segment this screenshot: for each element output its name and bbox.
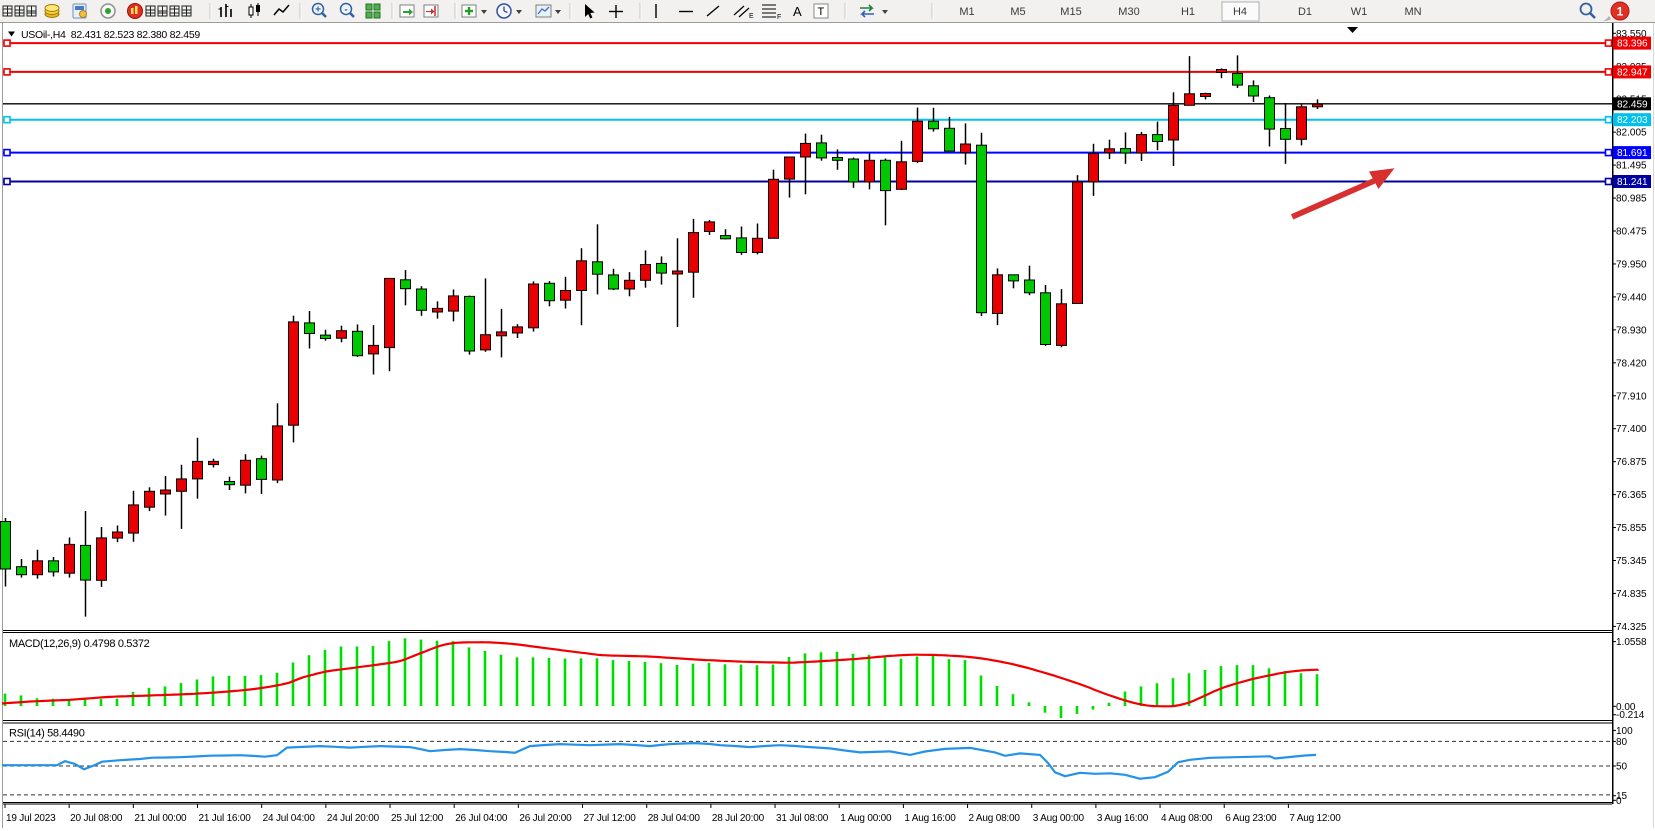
svg-text:83.550: 83.550 <box>1616 29 1647 40</box>
svg-text:H4: H4 <box>1233 6 1247 18</box>
svg-text:D1: D1 <box>1298 6 1312 18</box>
svg-text:77.400: 77.400 <box>1616 424 1647 435</box>
svg-text:28 Jul 04:00: 28 Jul 04:00 <box>648 813 701 824</box>
svg-text:21 Jul 16:00: 21 Jul 16:00 <box>199 813 252 824</box>
svg-text:3 Aug 16:00: 3 Aug 16:00 <box>1097 813 1149 824</box>
svg-text:1.0558: 1.0558 <box>1616 637 1647 648</box>
svg-text:76.365: 76.365 <box>1616 490 1647 501</box>
svg-text:20 Jul 08:00: 20 Jul 08:00 <box>70 813 123 824</box>
svg-text:W1: W1 <box>1351 6 1368 18</box>
svg-text:82.203: 82.203 <box>1617 115 1648 126</box>
svg-text:74.325: 74.325 <box>1616 622 1647 633</box>
svg-text:100: 100 <box>1616 726 1633 737</box>
svg-text:26 Jul 04:00: 26 Jul 04:00 <box>455 813 508 824</box>
svg-text:H1: H1 <box>1181 6 1195 18</box>
svg-text:31 Jul 08:00: 31 Jul 08:00 <box>776 813 829 824</box>
svg-text:7 Aug 12:00: 7 Aug 12:00 <box>1289 813 1341 824</box>
svg-text:75.345: 75.345 <box>1616 556 1647 567</box>
svg-text:-: - <box>344 5 347 16</box>
svg-text:24 Jul 04:00: 24 Jul 04:00 <box>263 813 316 824</box>
svg-text:-0.214: -0.214 <box>1616 710 1645 721</box>
svg-text:USOil-,H4 82.431 82.523 82.38: USOil-,H4 82.431 82.523 82.380 82.459 <box>21 29 200 41</box>
svg-text:81.495: 81.495 <box>1616 161 1647 172</box>
svg-text:80.985: 80.985 <box>1616 194 1647 205</box>
svg-text:+: + <box>315 5 321 16</box>
svg-text:81.241: 81.241 <box>1617 177 1648 188</box>
svg-text:79.950: 79.950 <box>1616 259 1647 270</box>
svg-text:19 Jul 2023: 19 Jul 2023 <box>6 813 56 824</box>
svg-text:21 Jul 00:00: 21 Jul 00:00 <box>134 813 187 824</box>
svg-text:75.855: 75.855 <box>1616 523 1647 534</box>
svg-text:F: F <box>777 14 781 21</box>
svg-text:77.910: 77.910 <box>1616 391 1647 402</box>
svg-text:1 Aug 00:00: 1 Aug 00:00 <box>840 813 892 824</box>
svg-text:M30: M30 <box>1118 6 1139 18</box>
svg-text:0.00: 0.00 <box>1616 702 1636 713</box>
svg-text:3 Aug 00:00: 3 Aug 00:00 <box>1033 813 1085 824</box>
svg-text:76.875: 76.875 <box>1616 457 1647 468</box>
svg-text:MN: MN <box>1404 6 1421 18</box>
svg-text:79.440: 79.440 <box>1616 292 1647 303</box>
svg-text:26 Jul 20:00: 26 Jul 20:00 <box>519 813 572 824</box>
svg-text:80.475: 80.475 <box>1616 227 1647 238</box>
svg-text:27 Jul 12:00: 27 Jul 12:00 <box>584 813 637 824</box>
svg-text:MACD(12,26,9) 0.4798 0.5372: MACD(12,26,9) 0.4798 0.5372 <box>9 638 150 650</box>
svg-text:82.947: 82.947 <box>1617 67 1648 78</box>
svg-text:A: A <box>793 4 802 19</box>
svg-text:1: 1 <box>1617 5 1624 19</box>
svg-text:M1: M1 <box>959 6 974 18</box>
svg-text:6 Aug 23:00: 6 Aug 23:00 <box>1225 813 1277 824</box>
svg-text:0: 0 <box>1616 796 1622 807</box>
svg-text:M5: M5 <box>1010 6 1025 18</box>
svg-text:82.005: 82.005 <box>1616 128 1647 139</box>
svg-text:1 Aug 16:00: 1 Aug 16:00 <box>904 813 956 824</box>
svg-text:T: T <box>818 6 825 18</box>
svg-text:24 Jul 20:00: 24 Jul 20:00 <box>327 813 380 824</box>
svg-text:82.459: 82.459 <box>1617 99 1648 110</box>
svg-text:RSI(14) 58.4490: RSI(14) 58.4490 <box>9 728 85 740</box>
svg-text:81.691: 81.691 <box>1617 148 1648 159</box>
svg-text:4 Aug 08:00: 4 Aug 08:00 <box>1161 813 1213 824</box>
svg-text:78.930: 78.930 <box>1616 325 1647 336</box>
svg-text:M15: M15 <box>1060 6 1081 18</box>
svg-text:E: E <box>749 13 754 20</box>
svg-text:25 Jul 12:00: 25 Jul 12:00 <box>391 813 444 824</box>
svg-text:78.420: 78.420 <box>1616 358 1647 369</box>
svg-text:80: 80 <box>1616 737 1628 748</box>
svg-text:74.835: 74.835 <box>1616 589 1647 600</box>
svg-text:15: 15 <box>1616 791 1628 802</box>
svg-text:50: 50 <box>1616 762 1628 773</box>
svg-text:83.396: 83.396 <box>1617 39 1648 50</box>
svg-text:28 Jul 20:00: 28 Jul 20:00 <box>712 813 765 824</box>
svg-text:2 Aug 08:00: 2 Aug 08:00 <box>969 813 1021 824</box>
